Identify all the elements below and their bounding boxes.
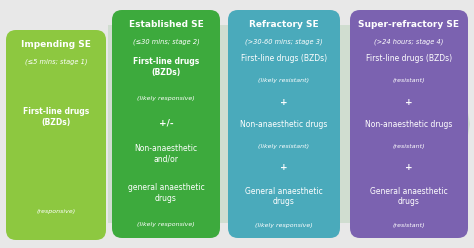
- Text: +: +: [405, 163, 413, 172]
- Text: (likely responsive): (likely responsive): [137, 222, 195, 227]
- Text: (responsive): (responsive): [36, 209, 76, 214]
- Text: Impending SE: Impending SE: [21, 40, 91, 49]
- Text: (>24 hours; stage 4): (>24 hours; stage 4): [374, 38, 444, 45]
- Text: (resistant): (resistant): [392, 144, 425, 149]
- Text: (likely resistant): (likely resistant): [258, 78, 310, 83]
- FancyBboxPatch shape: [6, 30, 106, 240]
- Text: +: +: [405, 98, 413, 107]
- Text: Established SE: Established SE: [128, 20, 203, 29]
- Text: +: +: [280, 98, 288, 107]
- Text: General anaesthetic
drugs: General anaesthetic drugs: [245, 187, 323, 206]
- Text: (≤30 mins; stage 2): (≤30 mins; stage 2): [133, 38, 200, 45]
- Text: Non-anaesthetic drugs: Non-anaesthetic drugs: [240, 120, 328, 129]
- Text: (resistant): (resistant): [392, 78, 425, 83]
- FancyBboxPatch shape: [228, 10, 340, 238]
- Text: Non-anaesthetic drugs: Non-anaesthetic drugs: [365, 120, 453, 129]
- Text: (likely resistant): (likely resistant): [258, 144, 310, 149]
- Text: (>30-60 mins; stage 3): (>30-60 mins; stage 3): [245, 38, 323, 45]
- Text: First-line drugs
(BZDs): First-line drugs (BZDs): [133, 57, 199, 77]
- Text: +: +: [280, 163, 288, 172]
- Text: First-line drugs (BZDs): First-line drugs (BZDs): [241, 54, 327, 63]
- Text: Super-refractory SE: Super-refractory SE: [358, 20, 459, 29]
- Text: (likely responsive): (likely responsive): [137, 96, 195, 101]
- Text: Refractory SE: Refractory SE: [249, 20, 319, 29]
- Text: First-line drugs
(BZDs): First-line drugs (BZDs): [23, 107, 89, 127]
- Text: General anaesthetic
drugs: General anaesthetic drugs: [370, 187, 448, 206]
- Text: +/-: +/-: [159, 118, 173, 127]
- Text: Non-anaesthetic
and/or: Non-anaesthetic and/or: [135, 144, 198, 164]
- FancyBboxPatch shape: [112, 10, 220, 238]
- Text: (likely responsive): (likely responsive): [255, 223, 313, 228]
- Text: general anaesthetic
drugs: general anaesthetic drugs: [128, 183, 204, 203]
- Text: First-line drugs (BZDs): First-line drugs (BZDs): [366, 54, 452, 63]
- Text: (≤5 mins; stage 1): (≤5 mins; stage 1): [25, 58, 87, 65]
- Polygon shape: [108, 25, 470, 223]
- Text: (resistant): (resistant): [392, 223, 425, 228]
- FancyBboxPatch shape: [350, 10, 468, 238]
